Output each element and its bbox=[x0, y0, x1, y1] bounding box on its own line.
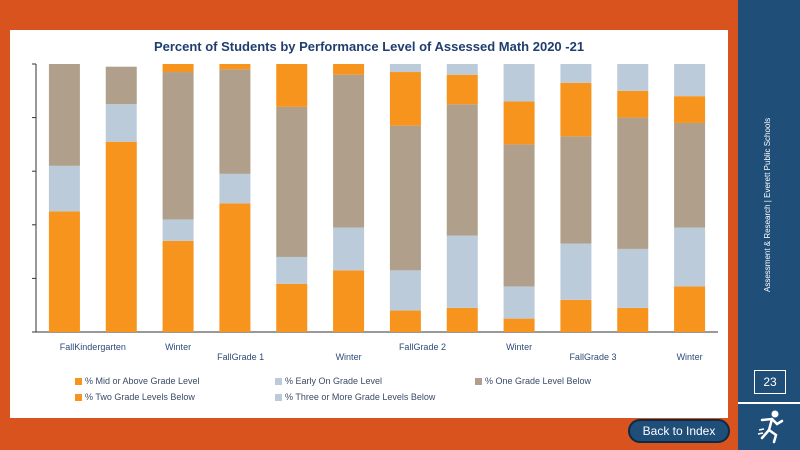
x-tick-label-2: Winter bbox=[165, 342, 191, 352]
bar-segment-4-3 bbox=[162, 64, 194, 73]
x-tick-label-5: FallGrade 2 bbox=[399, 342, 446, 352]
bar-segment-2-10 bbox=[560, 243, 592, 300]
bar-segment-5-8 bbox=[446, 64, 478, 75]
sidebar-divider bbox=[738, 402, 800, 404]
x-tick-label-6: Winter bbox=[506, 342, 532, 352]
bar-segment-3-9 bbox=[503, 144, 535, 287]
bar-segment-1-3 bbox=[162, 240, 194, 332]
legend-swatch bbox=[75, 377, 82, 385]
bar-segment-5-9 bbox=[503, 64, 535, 102]
page-number: 23 bbox=[754, 370, 786, 394]
bar-segment-2-12 bbox=[674, 227, 706, 287]
bar-segment-4-5 bbox=[276, 64, 308, 107]
bar-segment-4-7 bbox=[389, 72, 421, 126]
bar-segment-3-11 bbox=[617, 117, 649, 249]
bar-segment-5-10 bbox=[560, 64, 592, 83]
bar-segment-2-11 bbox=[617, 248, 649, 308]
sidebar bbox=[738, 0, 800, 450]
bar-segment-4-8 bbox=[446, 74, 478, 105]
legend-item-2: % Early On Grade Level bbox=[275, 376, 382, 386]
bar-segment-2-6 bbox=[333, 227, 365, 271]
legend-swatch bbox=[475, 377, 482, 385]
bar-segment-4-12 bbox=[674, 96, 706, 123]
bar-segment-1-1 bbox=[48, 211, 80, 332]
bar-segment-2-8 bbox=[446, 235, 478, 308]
bar-segment-1-9 bbox=[503, 318, 535, 332]
legend-item-1: % Mid or Above Grade Level bbox=[75, 376, 200, 386]
bar-segment-3-7 bbox=[389, 125, 421, 271]
bar-segment-1-6 bbox=[333, 270, 365, 332]
legend-label: % Two Grade Levels Below bbox=[85, 392, 195, 402]
bar-segment-3-2 bbox=[105, 66, 137, 105]
legend-label: % Mid or Above Grade Level bbox=[85, 376, 200, 386]
legend-swatch bbox=[275, 377, 282, 385]
bar-segment-2-7 bbox=[389, 270, 421, 311]
bar-segment-1-2 bbox=[105, 141, 137, 332]
legend-label: % Three or More Grade Levels Below bbox=[285, 392, 436, 402]
bar-segment-2-2 bbox=[105, 104, 137, 142]
bar-segment-4-9 bbox=[503, 101, 535, 145]
bar-segment-1-8 bbox=[446, 307, 478, 332]
bar-segment-1-5 bbox=[276, 283, 308, 332]
running-figure-logo-icon bbox=[757, 410, 784, 444]
legend-item-3: % One Grade Level Below bbox=[475, 376, 591, 386]
bar-segment-3-1 bbox=[48, 64, 80, 166]
bar-segment-1-4 bbox=[219, 203, 251, 332]
legend-label: % Early On Grade Level bbox=[285, 376, 383, 386]
bar-segment-3-3 bbox=[162, 72, 194, 220]
bar-segment-2-3 bbox=[162, 219, 194, 241]
x-tick-label-1: FallKindergarten bbox=[60, 342, 126, 352]
chart-title: Percent of Students by Performance Level… bbox=[153, 39, 585, 54]
x-tick-label-8: Winter bbox=[677, 352, 703, 362]
bar-segment-2-1 bbox=[48, 165, 80, 212]
x-tick-label-4: Winter bbox=[336, 352, 362, 362]
bar-segment-3-5 bbox=[276, 106, 308, 257]
bar-segment-4-11 bbox=[617, 90, 649, 118]
bar-segment-3-4 bbox=[219, 69, 251, 174]
bar-segment-1-7 bbox=[389, 310, 421, 332]
x-tick-label-3: FallGrade 1 bbox=[217, 352, 264, 362]
bar-segment-1-10 bbox=[560, 299, 592, 332]
bar-segment-1-12 bbox=[674, 286, 706, 332]
legend-item-5: % Three or More Grade Levels Below bbox=[275, 392, 435, 402]
bar-segment-2-9 bbox=[503, 286, 535, 319]
bar-segment-3-12 bbox=[674, 122, 706, 228]
bar-segment-4-6 bbox=[333, 64, 365, 75]
legend-label: % One Grade Level Below bbox=[485, 376, 592, 386]
bar-segment-3-10 bbox=[560, 136, 592, 244]
back-to-index-button[interactable]: Back to Index bbox=[628, 419, 730, 443]
bar-segment-4-4 bbox=[219, 64, 251, 70]
bar-segment-5-12 bbox=[674, 64, 706, 97]
bar-segment-1-11 bbox=[617, 307, 649, 332]
bar-segment-5-7 bbox=[389, 64, 421, 73]
bar-segment-2-4 bbox=[219, 173, 251, 204]
x-tick-label-7: FallGrade 3 bbox=[569, 352, 616, 362]
legend-item-4: % Two Grade Levels Below bbox=[75, 392, 195, 402]
stacked-bar-chart: FallKindergarten Winter FallGrade 1 Winter F… bbox=[32, 63, 718, 362]
legend-swatch bbox=[275, 393, 282, 401]
bar-segment-5-11 bbox=[617, 64, 649, 91]
bar-segment-2-5 bbox=[276, 256, 308, 284]
bar-segment-3-6 bbox=[333, 74, 365, 228]
legend-swatch bbox=[75, 393, 82, 401]
sidebar-label: Assessment & Research | Everett Public S… bbox=[763, 117, 772, 293]
bar-segment-3-8 bbox=[446, 104, 478, 236]
bar-segment-4-10 bbox=[560, 82, 592, 137]
